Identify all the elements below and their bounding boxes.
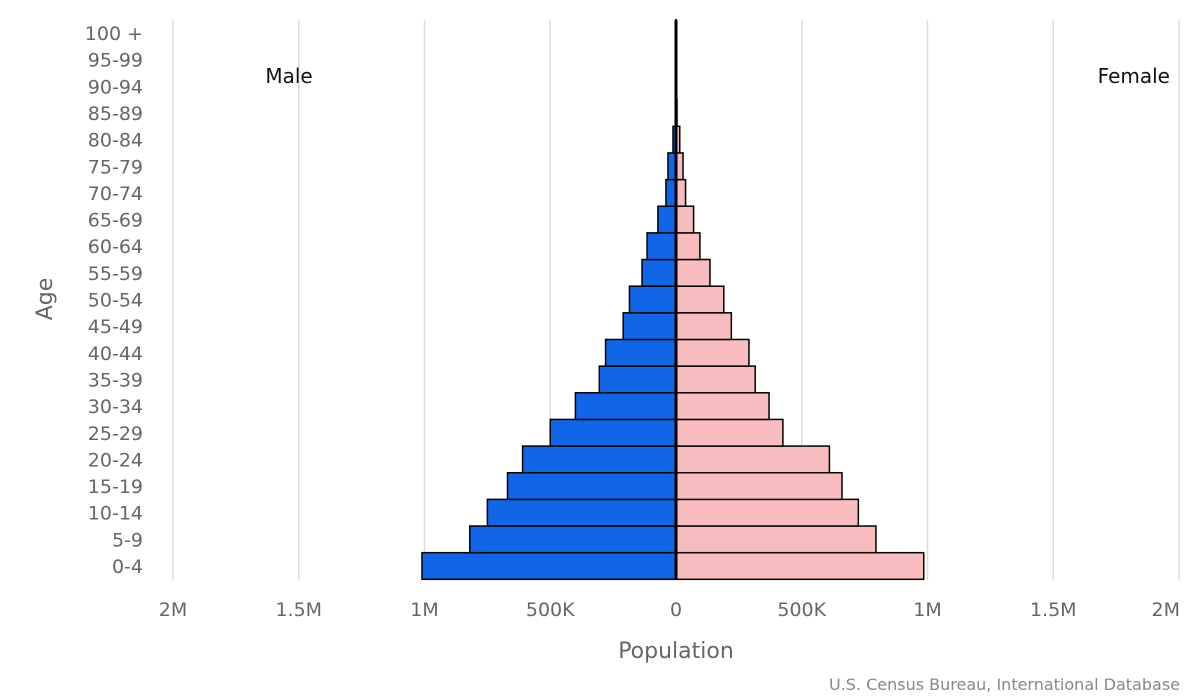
bar-female-55-59	[675, 258, 711, 287]
bar-female-50-54	[675, 285, 725, 314]
y-tick-label: 10-14	[88, 503, 143, 525]
bar-female-5-9	[675, 525, 877, 554]
bar-male-10-14	[486, 498, 677, 527]
bar-male-50-54	[628, 285, 677, 314]
bar-female-0-4	[675, 551, 925, 581]
y-tick-label: 5-9	[112, 529, 143, 551]
y-tick-label: 65-69	[88, 210, 143, 232]
y-tick-label: 35-39	[88, 369, 143, 391]
source-credit: U.S. Census Bureau, International Databa…	[829, 675, 1180, 694]
y-tick-label: 25-29	[88, 423, 143, 445]
x-tick-label: 1M	[410, 599, 438, 621]
bar-female-25-29	[675, 418, 784, 447]
bar-female-20-24	[675, 445, 831, 474]
y-tick-label: 95-99	[88, 50, 143, 72]
bar-male-60-64	[646, 232, 677, 261]
bar-male-5-9	[469, 525, 677, 554]
bar-male-0-4	[421, 551, 677, 581]
bar-male-40-44	[604, 338, 677, 367]
bar-female-45-49	[675, 312, 733, 341]
bar-male-55-59	[641, 258, 677, 287]
y-tick-label: 55-59	[88, 263, 143, 285]
y-tick-label: 100 +	[85, 23, 143, 45]
y-tick-label: 50-54	[88, 290, 143, 312]
y-tick-label: 40-44	[88, 343, 143, 365]
bar-female-65-69	[675, 205, 695, 234]
bar-female-30-34	[675, 392, 770, 421]
y-tick-label: 45-49	[88, 316, 143, 338]
bar-female-15-19	[675, 471, 843, 501]
x-tick-label: 500K	[526, 599, 575, 621]
x-tick-label: 0	[670, 599, 682, 621]
y-tick-label: 20-24	[88, 449, 143, 471]
bar-female-35-39	[675, 365, 756, 394]
bar-male-25-29	[549, 418, 677, 447]
y-tick-label: 85-89	[88, 103, 143, 125]
y-axis-title: Age	[33, 278, 58, 321]
side-label-female: Female	[1098, 64, 1170, 88]
bar-male-70-74	[665, 178, 677, 207]
bar-male-45-49	[622, 312, 677, 341]
bar-male-15-19	[506, 471, 677, 501]
y-tick-labels: 0-4 5-9 10-14 15-19 20-24 25-29 30-34 35-39 40-4…	[85, 23, 143, 578]
x-tick-label: 2M	[1152, 599, 1180, 621]
y-tick-label: 80-84	[88, 130, 143, 152]
y-tick-label: 15-19	[88, 476, 143, 498]
y-tick-label: 30-34	[88, 396, 143, 418]
bar-female-10-14	[675, 498, 860, 527]
x-tick-labels: 2M 1.5M 1M 500K 0 500K 1M 1.5M 2M	[159, 599, 1180, 621]
bar-female-60-64	[675, 232, 701, 261]
bar-female-40-44	[675, 338, 750, 367]
x-tick-label: 1.5M	[1030, 599, 1077, 621]
bar-male-35-39	[598, 365, 677, 394]
y-tick-label: 75-79	[88, 156, 143, 178]
grid-lines	[172, 20, 1180, 580]
x-tick-label: 1.5M	[275, 599, 322, 621]
bar-male-20-24	[521, 445, 677, 474]
y-tick-label: 70-74	[88, 183, 143, 205]
bars	[421, 18, 925, 581]
x-axis-title: Population	[618, 639, 734, 664]
y-tick-label: 90-94	[88, 76, 143, 98]
side-label-male: Male	[265, 64, 312, 88]
y-tick-label: 0-4	[112, 556, 143, 578]
y-tick-label: 60-64	[88, 236, 143, 258]
bar-male-30-34	[574, 392, 677, 421]
x-tick-label: 500K	[777, 599, 826, 621]
x-tick-label: 2M	[159, 599, 187, 621]
x-tick-label: 1M	[913, 599, 941, 621]
bar-male-65-69	[657, 205, 677, 234]
